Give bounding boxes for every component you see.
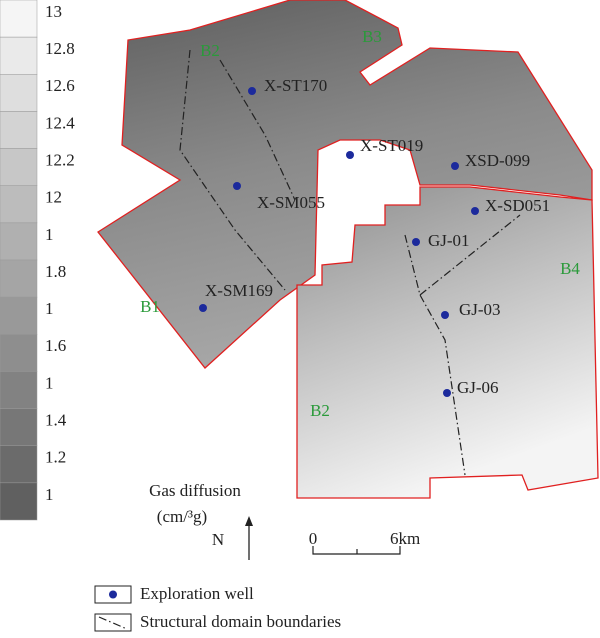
well-label: X-ST170 xyxy=(264,76,327,95)
well xyxy=(199,304,207,312)
legend-boundary-symbol xyxy=(98,616,128,630)
domain-boundary xyxy=(179,49,286,291)
color-band xyxy=(0,222,38,261)
domain-boundary xyxy=(419,214,521,296)
well-label: XSD-099 xyxy=(465,151,530,170)
well xyxy=(248,87,256,95)
scale-label: 1 xyxy=(45,373,54,392)
well-label: GJ-06 xyxy=(457,378,499,397)
scale-label: 12 xyxy=(45,188,62,207)
well xyxy=(346,151,354,159)
color-band xyxy=(0,482,38,521)
north-label: N xyxy=(212,530,224,549)
well-label: X-SM055 xyxy=(257,193,325,212)
scale-label: 1 xyxy=(45,299,54,318)
legend-title: Gas diffusion xyxy=(149,481,241,500)
legend-unit: (cm/³g) xyxy=(157,507,207,526)
color-band xyxy=(0,74,38,112)
north-arrow-head xyxy=(245,516,253,526)
color-band xyxy=(0,334,38,372)
well xyxy=(443,389,451,397)
well-label: X-SM169 xyxy=(205,281,273,300)
domain-boundary xyxy=(404,234,466,476)
scale-label: 12.8 xyxy=(45,39,75,58)
domain-label: B2 xyxy=(200,41,220,60)
scale-label: 12.6 xyxy=(45,76,75,95)
legend-well-symbol xyxy=(109,590,117,599)
scale-label: 12.4 xyxy=(45,113,75,132)
domain-label: B2 xyxy=(310,401,330,420)
legend-item: Structural domain boundaries xyxy=(140,612,341,631)
domain-labels: B2 B3 B1 B4 B2 xyxy=(140,27,580,420)
well xyxy=(233,182,241,190)
well-label: GJ-01 xyxy=(428,231,470,250)
legend-boundary-box xyxy=(94,613,132,632)
scale-start: 0 xyxy=(309,529,318,548)
domain-boundary xyxy=(219,59,296,201)
region-north xyxy=(97,0,593,369)
color-band xyxy=(0,296,38,335)
well xyxy=(441,311,449,319)
color-band xyxy=(0,148,38,186)
color-band xyxy=(0,185,38,224)
well xyxy=(412,238,420,246)
region-south xyxy=(296,186,599,499)
domain-label: B3 xyxy=(362,27,382,46)
scale-end: 6km xyxy=(390,529,420,548)
color-band xyxy=(0,371,38,409)
scale-label: 1 xyxy=(45,485,54,504)
color-scale: 13 12.8 12.6 12.4 12.2 12 1 1.8 1 1.6 1 1.4 1.2 1 xyxy=(0,0,75,521)
color-band xyxy=(0,408,38,446)
well-label: X-ST019 xyxy=(360,136,423,155)
scale-label: 1.2 xyxy=(45,448,66,467)
scale-label: 1.4 xyxy=(45,410,67,429)
well-label: GJ-03 xyxy=(459,300,501,319)
well-label: X-SD051 xyxy=(485,196,550,215)
wells: X-ST170 X-ST019 XSD-099 X-SM055 X-SD051 GJ-01… xyxy=(199,76,550,397)
color-band xyxy=(0,445,38,484)
scale-label: 1 xyxy=(45,225,54,244)
well xyxy=(471,207,479,215)
scale-label: 1.8 xyxy=(45,262,66,281)
color-band xyxy=(0,111,38,149)
scale-label: 13 xyxy=(45,2,62,21)
domain-label: B1 xyxy=(140,297,160,316)
legend-item: Exploration well xyxy=(140,584,254,603)
color-band xyxy=(0,36,38,75)
well xyxy=(451,162,459,170)
domain-label: B4 xyxy=(560,259,580,278)
scale-label: 12.2 xyxy=(45,150,75,169)
color-band xyxy=(0,259,38,298)
color-band xyxy=(0,0,38,38)
scale-label: 1.6 xyxy=(45,336,66,355)
